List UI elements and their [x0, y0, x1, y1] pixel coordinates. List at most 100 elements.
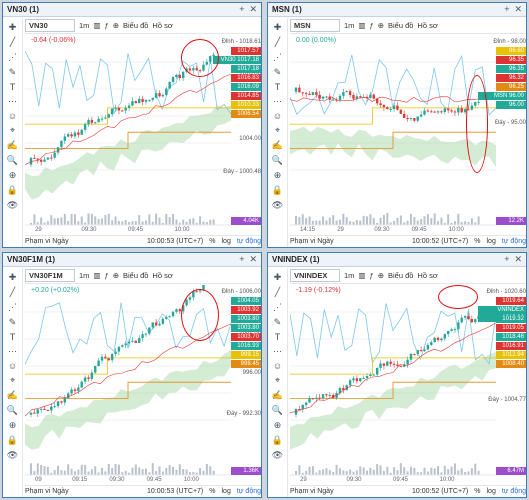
drawing-tool-icon[interactable]: ☺ [7, 111, 18, 121]
price-chart[interactable]: -0.64 (-0.06%) Đỉnh - 1018.611010.001006… [25, 35, 261, 235]
drawing-tool-icon[interactable]: T [9, 332, 16, 342]
log-toggle[interactable]: log [221, 238, 231, 245]
drawing-tool-icon[interactable]: ⋰ [8, 52, 17, 62]
drawing-tool-icon[interactable]: ☺ [7, 361, 18, 371]
interval-button[interactable]: 1m [79, 21, 90, 30]
indicator-icon[interactable]: ƒ [369, 271, 374, 280]
drawing-tool-icon[interactable]: ⋰ [273, 52, 282, 62]
drawing-tool-icon[interactable]: 🔍 [271, 155, 284, 165]
drawing-tool-icon[interactable]: ☺ [272, 361, 283, 371]
percent-toggle[interactable]: % [474, 488, 481, 495]
range-select[interactable]: Phạm vi Ngày [25, 488, 69, 495]
price-chart[interactable]: +0.20 (+0.02%) Đỉnh - 1006.00 1002.00 996.… [25, 285, 261, 485]
drawing-tool-icon[interactable]: 👁 [6, 200, 19, 210]
drawing-tool-icon[interactable]: ✚ [8, 272, 17, 282]
drawing-tool-icon[interactable]: ⋯ [8, 96, 17, 106]
drawing-tool-icon[interactable]: 🔒 [271, 435, 284, 445]
compare-icon[interactable]: ⊕ [377, 271, 384, 280]
compare-icon[interactable]: ⊕ [112, 21, 119, 30]
indicator-icon[interactable]: ƒ [104, 21, 109, 30]
auto-scale-toggle[interactable]: tự động [501, 488, 526, 495]
drawing-tool-icon[interactable]: ✎ [273, 67, 282, 77]
profile-button[interactable]: Hồ sơ [417, 21, 438, 30]
compare-icon[interactable]: ⊕ [112, 271, 119, 280]
log-toggle[interactable]: log [486, 238, 496, 245]
drawing-tool-icon[interactable]: ⋰ [8, 302, 17, 312]
chart-panel-vn30[interactable]: VN30 (1) + ✕ ✚ ╱ ⋰ ✎ T ⋯ ☺ ⌖ ✍ 🔍 ⊕ 🔒 👁 VN30 1m ▥ ƒ ⊕ … [2, 2, 262, 248]
drawing-tool-icon[interactable]: ⌖ [274, 375, 281, 385]
drawing-tool-icon[interactable]: ⊕ [273, 170, 282, 180]
profile-button[interactable]: Hồ sơ [152, 21, 173, 30]
profile-button[interactable]: Hồ sơ [152, 271, 173, 280]
drawing-tool-icon[interactable]: ✍ [271, 390, 284, 400]
chart-panel-vn30f1m[interactable]: VN30F1M (1) + ✕ ✚ ╱ ⋰ ✎ T ⋯ ☺ ⌖ ✍ 🔍 ⊕ 🔒 👁 VN30F1M 1m … [2, 252, 262, 498]
drawing-tool-icon[interactable]: 🔍 [6, 155, 19, 165]
add-icon[interactable]: + [239, 4, 245, 14]
drawing-tool-icon[interactable]: ⌖ [9, 375, 16, 385]
drawing-tool-icon[interactable]: T [274, 82, 281, 92]
interval-button[interactable]: 1m [79, 271, 90, 280]
symbol-input[interactable]: VNINDEX [290, 269, 340, 282]
drawing-tool-icon[interactable]: ⋰ [273, 302, 282, 312]
drawing-tool-icon[interactable]: T [274, 332, 281, 342]
drawing-tool-icon[interactable]: ⋯ [273, 346, 282, 356]
auto-scale-toggle[interactable]: tự động [236, 488, 261, 495]
log-toggle[interactable]: log [221, 488, 231, 495]
compare-icon[interactable]: ⊕ [377, 21, 384, 30]
drawing-tool-icon[interactable]: ⊕ [8, 170, 17, 180]
range-select[interactable]: Phạm vi Ngày [290, 488, 334, 495]
drawing-tool-icon[interactable]: ⋯ [273, 96, 282, 106]
drawing-tool-icon[interactable]: 🔒 [6, 435, 19, 445]
auto-scale-toggle[interactable]: tự động [501, 238, 526, 245]
auto-scale-toggle[interactable]: tự động [236, 238, 261, 245]
percent-toggle[interactable]: % [209, 238, 216, 245]
panel-titlebar[interactable]: VN30 (1) + ✕ [3, 3, 261, 17]
drawing-tool-icon[interactable]: ⌖ [9, 125, 16, 135]
price-chart[interactable]: 0.00 (0.00%) Đỉnh - 98.00 Đáy - 95.00 96.6… [290, 35, 526, 235]
add-icon[interactable]: + [504, 4, 510, 14]
price-chart[interactable]: -1.19 (-0.12%) Đỉnh - 1020.601014.00Đáy … [290, 285, 526, 485]
drawing-tool-icon[interactable]: ✍ [6, 390, 19, 400]
drawing-tool-icon[interactable]: ╱ [9, 287, 16, 297]
drawing-tool-icon[interactable]: ⊕ [273, 420, 282, 430]
drawing-tool-icon[interactable]: 🔒 [271, 185, 284, 195]
panel-titlebar[interactable]: VNINDEX (1) + ✕ [268, 253, 526, 267]
close-icon[interactable]: ✕ [249, 4, 257, 14]
panel-titlebar[interactable]: VN30F1M (1) + ✕ [3, 253, 261, 267]
drawing-tool-icon[interactable]: 🔍 [6, 405, 19, 415]
indicator-icon[interactable]: ƒ [104, 271, 109, 280]
drawing-tool-icon[interactable]: 👁 [271, 200, 284, 210]
candle-style-icon[interactable]: ▥ [358, 21, 366, 30]
drawing-tool-icon[interactable]: ✚ [273, 22, 282, 32]
range-select[interactable]: Phạm vi Ngày [290, 238, 334, 245]
panel-titlebar[interactable]: MSN (1) + ✕ [268, 3, 526, 17]
percent-toggle[interactable]: % [209, 488, 216, 495]
drawing-tool-icon[interactable]: ✎ [8, 317, 17, 327]
interval-button[interactable]: 1m [344, 271, 355, 280]
chart-menu-button[interactable]: Biểu đồ [387, 21, 414, 30]
drawing-tool-icon[interactable]: ✚ [8, 22, 17, 32]
symbol-input[interactable]: VN30 [25, 19, 75, 32]
add-icon[interactable]: + [239, 254, 245, 264]
drawing-tool-icon[interactable]: 👁 [271, 450, 284, 460]
drawing-tool-icon[interactable]: ✚ [273, 272, 282, 282]
drawing-tool-icon[interactable]: ✎ [8, 67, 17, 77]
percent-toggle[interactable]: % [474, 238, 481, 245]
candle-style-icon[interactable]: ▥ [93, 271, 101, 280]
drawing-tool-icon[interactable]: ⌖ [274, 125, 281, 135]
drawing-tool-icon[interactable]: ✎ [273, 317, 282, 327]
drawing-tool-icon[interactable]: ╱ [9, 37, 16, 47]
add-icon[interactable]: + [504, 254, 510, 264]
drawing-tool-icon[interactable]: T [9, 82, 16, 92]
close-icon[interactable]: ✕ [249, 254, 257, 264]
close-icon[interactable]: ✕ [514, 4, 522, 14]
profile-button[interactable]: Hồ sơ [417, 271, 438, 280]
close-icon[interactable]: ✕ [514, 254, 522, 264]
drawing-tool-icon[interactable]: ✍ [6, 140, 19, 150]
drawing-tool-icon[interactable]: ⋯ [8, 346, 17, 356]
candle-style-icon[interactable]: ▥ [358, 271, 366, 280]
drawing-tool-icon[interactable]: ✍ [271, 140, 284, 150]
range-select[interactable]: Phạm vi Ngày [25, 238, 69, 245]
drawing-tool-icon[interactable]: 👁 [6, 450, 19, 460]
drawing-tool-icon[interactable]: 🔍 [271, 405, 284, 415]
